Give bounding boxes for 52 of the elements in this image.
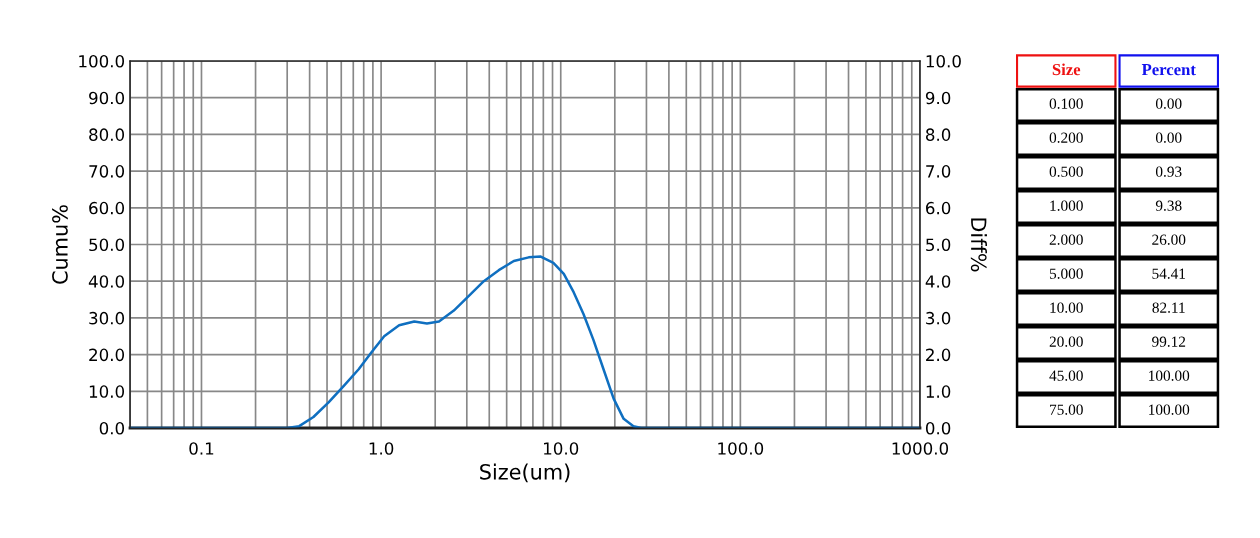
y2-tick-label: 5.0 [926, 238, 951, 252]
text: Size [1052, 63, 1081, 76]
y-tick-label: 70.0 [89, 165, 125, 178]
text: 9.38 [1155, 200, 1182, 211]
category-label: 5.000 [1049, 268, 1083, 279]
y2-tick-label: 9.0 [925, 91, 951, 105]
category-label: 0.200 [1049, 132, 1083, 143]
x-tick-label: 0.1 [189, 442, 214, 455]
text: 0.93 [1155, 166, 1182, 177]
text: 82.11 [1152, 302, 1185, 313]
y2-tick-label: 1.0 [926, 385, 951, 398]
x-axis-title: Size(um) [480, 463, 570, 483]
category-label: 0.100 [1049, 98, 1083, 109]
text: 0.00 [1155, 98, 1182, 109]
y2-tick-label: 6.0 [926, 201, 951, 215]
y2-tick-label: 4.0 [925, 275, 951, 288]
y-tick-label: 20.0 [89, 348, 125, 362]
category-label: 10.00 [1050, 302, 1083, 313]
x-tick-label: 1.0 [369, 442, 394, 455]
category-label: 0.500 [1049, 166, 1083, 177]
text: 100.00 [1149, 404, 1190, 415]
y-axis-title: Cumu% [52, 205, 68, 284]
y2-tick-label: 8.0 [925, 128, 951, 141]
y2-axis-title: Diff% [970, 218, 987, 272]
y2-tick-label: 0.0 [925, 421, 951, 435]
text: 0.00 [1155, 132, 1182, 143]
y2-tick-label: 7.0 [926, 165, 951, 178]
text: Percent [1141, 64, 1196, 76]
category-label: 20.00 [1049, 336, 1083, 347]
x-tick-label: 100.0 [718, 442, 764, 455]
text: 26.00 [1152, 234, 1186, 245]
y-tick-label: 30.0 [89, 311, 125, 325]
category-label: 2.000 [1049, 234, 1083, 245]
y-tick-label: 80.0 [89, 128, 125, 141]
y2-tick-label: 10.0 [926, 54, 961, 68]
y-tick-label: 50.0 [89, 238, 125, 252]
category-label: 75.00 [1050, 404, 1083, 415]
y-tick-label: 40.0 [88, 275, 125, 288]
x-tick-label: 1000.0 [892, 442, 949, 455]
y-tick-label: 10.0 [89, 385, 125, 398]
y-tick-label: 90.0 [89, 91, 125, 105]
category-label: 1.000 [1050, 200, 1083, 211]
y2-tick-label: 2.0 [926, 348, 951, 362]
text: 100.00 [1149, 370, 1190, 381]
text: 99.12 [1152, 336, 1186, 347]
y-tick-label: 60.0 [89, 201, 125, 215]
y2-tick-label: 3.0 [926, 311, 951, 325]
category-label: 45.00 [1049, 370, 1083, 381]
text: 54.41 [1152, 268, 1186, 279]
x-tick-label: 10.0 [544, 442, 579, 455]
y-tick-label: 0.0 [99, 421, 125, 435]
y-tick-label: 100.0 [79, 54, 125, 68]
